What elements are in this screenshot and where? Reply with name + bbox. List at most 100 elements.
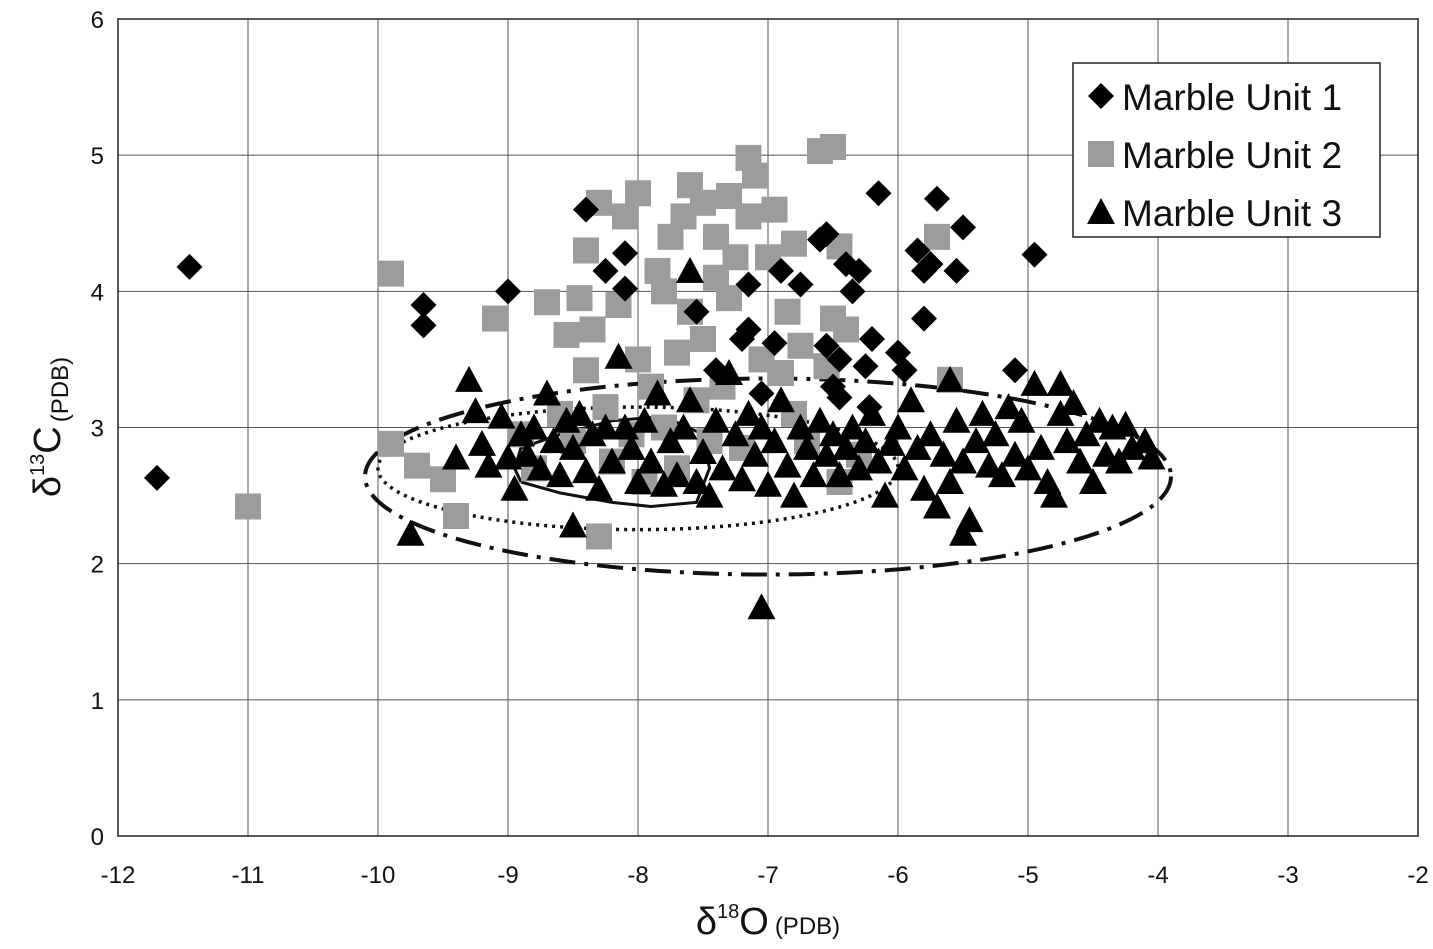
- marble-unit-3-point-109: [1118, 433, 1146, 460]
- marble-unit-3-point-19: [565, 399, 594, 426]
- marble-unit-3-point-93: [1020, 369, 1049, 396]
- marble-unit-3-point-65: [851, 427, 880, 454]
- marble-unit-1-point-40: [1002, 357, 1028, 384]
- marble-unit-1-point-14: [748, 380, 775, 407]
- marble-unit-1-point-33: [904, 237, 931, 264]
- marble-unit-1-point-2: [410, 291, 437, 318]
- y-axis-base: C: [27, 426, 69, 453]
- marble-unit-2-point-0: [235, 493, 261, 520]
- legend-label-unit-1: Marble Unit 1: [1122, 77, 1342, 118]
- marble-unit-3-point-71: [890, 454, 919, 481]
- series-3: [396, 256, 1166, 620]
- marble-unit-3-point-89: [994, 393, 1023, 420]
- marble-unit-3-point-60: [819, 420, 847, 447]
- x-tick-label-2: -10: [361, 862, 396, 889]
- marble-unit-3-point-90: [1001, 440, 1029, 467]
- y-tick-label-2: 2: [91, 552, 104, 579]
- marble-unit-2-point-32: [664, 339, 690, 366]
- marble-unit-3-point-68: [871, 481, 899, 508]
- marble-unit-1-point-7: [612, 240, 638, 267]
- marble-unit-1-point-36: [917, 251, 944, 278]
- marble-unit-3-point-13: [533, 379, 561, 406]
- marble-unit-3-point-0: [396, 519, 425, 546]
- marble-unit-3-point-17: [559, 511, 587, 538]
- plot-frame: [117, 18, 1419, 837]
- x-tick-label-0: -12: [101, 862, 136, 889]
- series-2: [235, 133, 963, 550]
- marble-unit-1-point-1: [176, 253, 203, 280]
- marble-unit-3-point-46: [734, 399, 763, 426]
- marble-unit-3-point-30: [637, 447, 665, 474]
- marble-unit-3-point-92: [1014, 454, 1042, 481]
- marble-unit-3-point-99: [1053, 427, 1081, 454]
- marble-unit-1-point-41: [1021, 241, 1048, 268]
- marble-unit-3-point-94: [1027, 433, 1055, 460]
- marble-unit-3-point-84: [962, 427, 990, 454]
- x-tick-labels: -12 -11 -10 -9 -8 -7 -6 -5 -4 -3 -2: [101, 862, 1429, 889]
- marble-unit-2-point-57: [781, 230, 807, 257]
- marble-unit-2-point-54: [768, 360, 794, 387]
- marble-unit-2-point-45: [716, 285, 742, 312]
- marble-unit-2-point-14: [573, 237, 599, 264]
- marble-unit-3-point-39: [689, 438, 717, 465]
- marble-unit-2-point-11: [553, 321, 580, 348]
- legend-label-unit-3: Marble Unit 3: [1122, 193, 1342, 234]
- marble-unit-3-point-12: [526, 454, 555, 481]
- x-tick-label-9: -3: [1277, 862, 1298, 889]
- marble-unit-2-point-18: [586, 523, 612, 550]
- legend-marker-diamond: [1088, 83, 1114, 109]
- marble-unit-3-point-52: [767, 386, 795, 413]
- marble-unit-2-point-6: [482, 305, 508, 332]
- marble-unit-3-point-2: [455, 365, 483, 392]
- y-tick-label-5: 5: [91, 143, 104, 170]
- x-tick-label-5: -7: [757, 862, 778, 889]
- marble-unit-1-point-32: [891, 357, 918, 384]
- y-axis-title: δ13C (PDB): [27, 357, 74, 497]
- marble-unit-3-point-79: [936, 467, 964, 494]
- marble-unit-3-point-102: [1072, 420, 1101, 447]
- marble-unit-3-point-33: [656, 427, 685, 454]
- marble-unit-3-point-5: [474, 451, 503, 478]
- marble-unit-1-point-30: [865, 180, 892, 207]
- marble-unit-3-point-37: [676, 386, 704, 413]
- marble-unit-2-point-30: [651, 278, 677, 305]
- marble-unit-3-point-66: [858, 399, 886, 426]
- marble-unit-3-point-48: [747, 593, 776, 620]
- marble-unit-1-point-39: [950, 214, 976, 241]
- x-axis-title: δ18O (PDB): [696, 901, 840, 943]
- y-tick-label-3: 3: [91, 416, 104, 443]
- marble-unit-3-point-43: [715, 359, 743, 386]
- marble-unit-2-point-68: [924, 223, 950, 250]
- y-tick-label-4: 4: [91, 279, 104, 306]
- marble-unit-3-point-96: [1040, 481, 1068, 508]
- dash-dot-ellipse: [363, 376, 1173, 577]
- marble-unit-3-point-88: [988, 461, 1016, 488]
- marble-unit-3-point-107: [1105, 447, 1133, 474]
- marble-unit-3-point-50: [754, 470, 782, 497]
- marble-unit-1-point-23: [826, 346, 853, 373]
- marble-unit-3-point-108: [1111, 410, 1140, 437]
- marble-unit-3-point-45: [728, 465, 756, 492]
- marble-unit-3-point-111: [1137, 443, 1166, 470]
- marble-unit-1-point-17: [787, 271, 814, 298]
- marble-unit-3-point-78: [936, 365, 964, 392]
- marble-unit-1-point-26: [846, 257, 872, 284]
- marble-unit-1-point-27: [852, 353, 879, 380]
- marble-unit-3-point-15: [546, 461, 574, 488]
- x-tick-label-10: -2: [1407, 862, 1428, 889]
- marble-unit-1-point-15: [761, 330, 788, 357]
- marble-unit-1-point-16: [768, 257, 794, 284]
- marble-unit-2-point-13: [566, 285, 593, 312]
- marble-unit-3-point-54: [780, 481, 808, 508]
- legend: Marble Unit 1 Marble Unit 2 Marble Unit …: [1072, 62, 1381, 238]
- marble-unit-3-point-23: [591, 413, 620, 440]
- marble-unit-3-point-81: [949, 519, 977, 546]
- marble-unit-3-point-49: [747, 413, 776, 440]
- marble-unit-2-point-49: [735, 203, 762, 230]
- marble-unit-3-point-40: [695, 481, 724, 508]
- marble-unit-3-point-24: [598, 447, 626, 474]
- marble-unit-3-point-70: [884, 413, 912, 440]
- marble-unit-1-point-22: [826, 384, 853, 411]
- marble-unit-2-point-22: [612, 203, 638, 230]
- marble-unit-2-point-50: [742, 162, 768, 189]
